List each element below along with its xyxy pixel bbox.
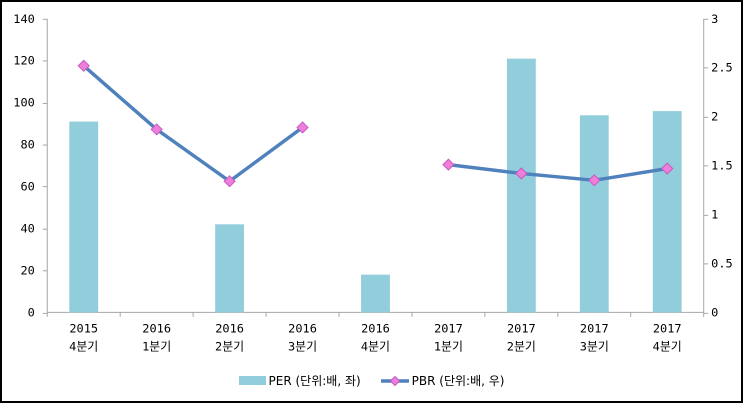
x-category-year-label: 2017 — [580, 322, 609, 336]
pbr-marker — [442, 158, 455, 171]
per-bar — [215, 224, 245, 313]
pbr-marker — [588, 174, 601, 187]
x-category-quarter-label: 4분기 — [69, 340, 98, 354]
y-right-tick-label: 0 — [711, 305, 718, 319]
y-right-tick-label: 3 — [711, 12, 718, 26]
x-category-year-label: 2016 — [361, 322, 390, 336]
x-category-year-label: 2017 — [434, 322, 463, 336]
x-category-quarter-label: 2분기 — [215, 340, 244, 354]
legend-label-pbr: PBR (단위:배, 우) — [411, 374, 505, 388]
y-right-tick-label: 0.5 — [711, 256, 733, 270]
pbr-line-marker-icon — [380, 375, 409, 386]
legend-item-pbr: PBR (단위:배, 우) — [380, 372, 505, 389]
pbr-marker — [661, 162, 674, 175]
y-left-tick-label: 40 — [20, 222, 34, 236]
x-category-quarter-label: 1분기 — [142, 340, 171, 354]
y-left-tick-label: 60 — [20, 180, 34, 194]
pbr-line — [446, 162, 669, 183]
x-category-year-label: 2015 — [69, 322, 98, 336]
x-category-year-label: 2017 — [653, 322, 682, 336]
y-left-tick-label: 120 — [13, 54, 35, 68]
x-category-year-label: 2017 — [507, 322, 536, 336]
y-right-tick-label: 2 — [711, 110, 718, 124]
per-bar — [69, 121, 99, 313]
pbr-marker — [296, 121, 309, 134]
x-category-quarter-label: 4분기 — [653, 340, 682, 354]
y-left-tick-label: 0 — [28, 305, 35, 319]
y-left-tick-label: 80 — [20, 138, 34, 152]
y-right-tick-label: 2.5 — [711, 61, 733, 75]
x-category-year-label: 2016 — [142, 322, 171, 336]
x-category-quarter-label: 2분기 — [507, 340, 536, 354]
legend-item-per: PER (단위:배, 좌) — [238, 372, 361, 389]
chart-legend: PER (단위:배, 좌) PBR (단위:배, 우) — [2, 372, 741, 389]
pbr-marker — [150, 123, 163, 136]
x-category-year-label: 2016 — [288, 322, 317, 336]
pbr-marker — [515, 167, 528, 180]
pbr-line — [81, 64, 305, 184]
x-category-quarter-label: 3분기 — [580, 340, 609, 354]
x-category-quarter-label: 3분기 — [288, 340, 317, 354]
y-left-tick-label: 20 — [20, 263, 34, 277]
y-left-tick-label: 140 — [13, 12, 35, 26]
y-left-tick-label: 100 — [13, 96, 35, 110]
legend-label-per: PER (단위:배, 좌) — [268, 374, 361, 388]
per-swatch-icon — [238, 376, 266, 385]
per-bar — [652, 111, 682, 313]
y-right-tick-label: 1 — [711, 208, 718, 222]
per-bar — [506, 58, 536, 313]
pbr-marker — [223, 175, 236, 188]
x-category-year-label: 2016 — [215, 322, 244, 336]
y-right-tick-label: 1.5 — [711, 159, 733, 173]
x-category-quarter-label: 4분기 — [361, 340, 390, 354]
per-bar — [361, 274, 390, 313]
per-bar — [579, 115, 609, 313]
pbr-marker — [77, 59, 90, 72]
x-category-quarter-label: 1분기 — [434, 340, 463, 354]
